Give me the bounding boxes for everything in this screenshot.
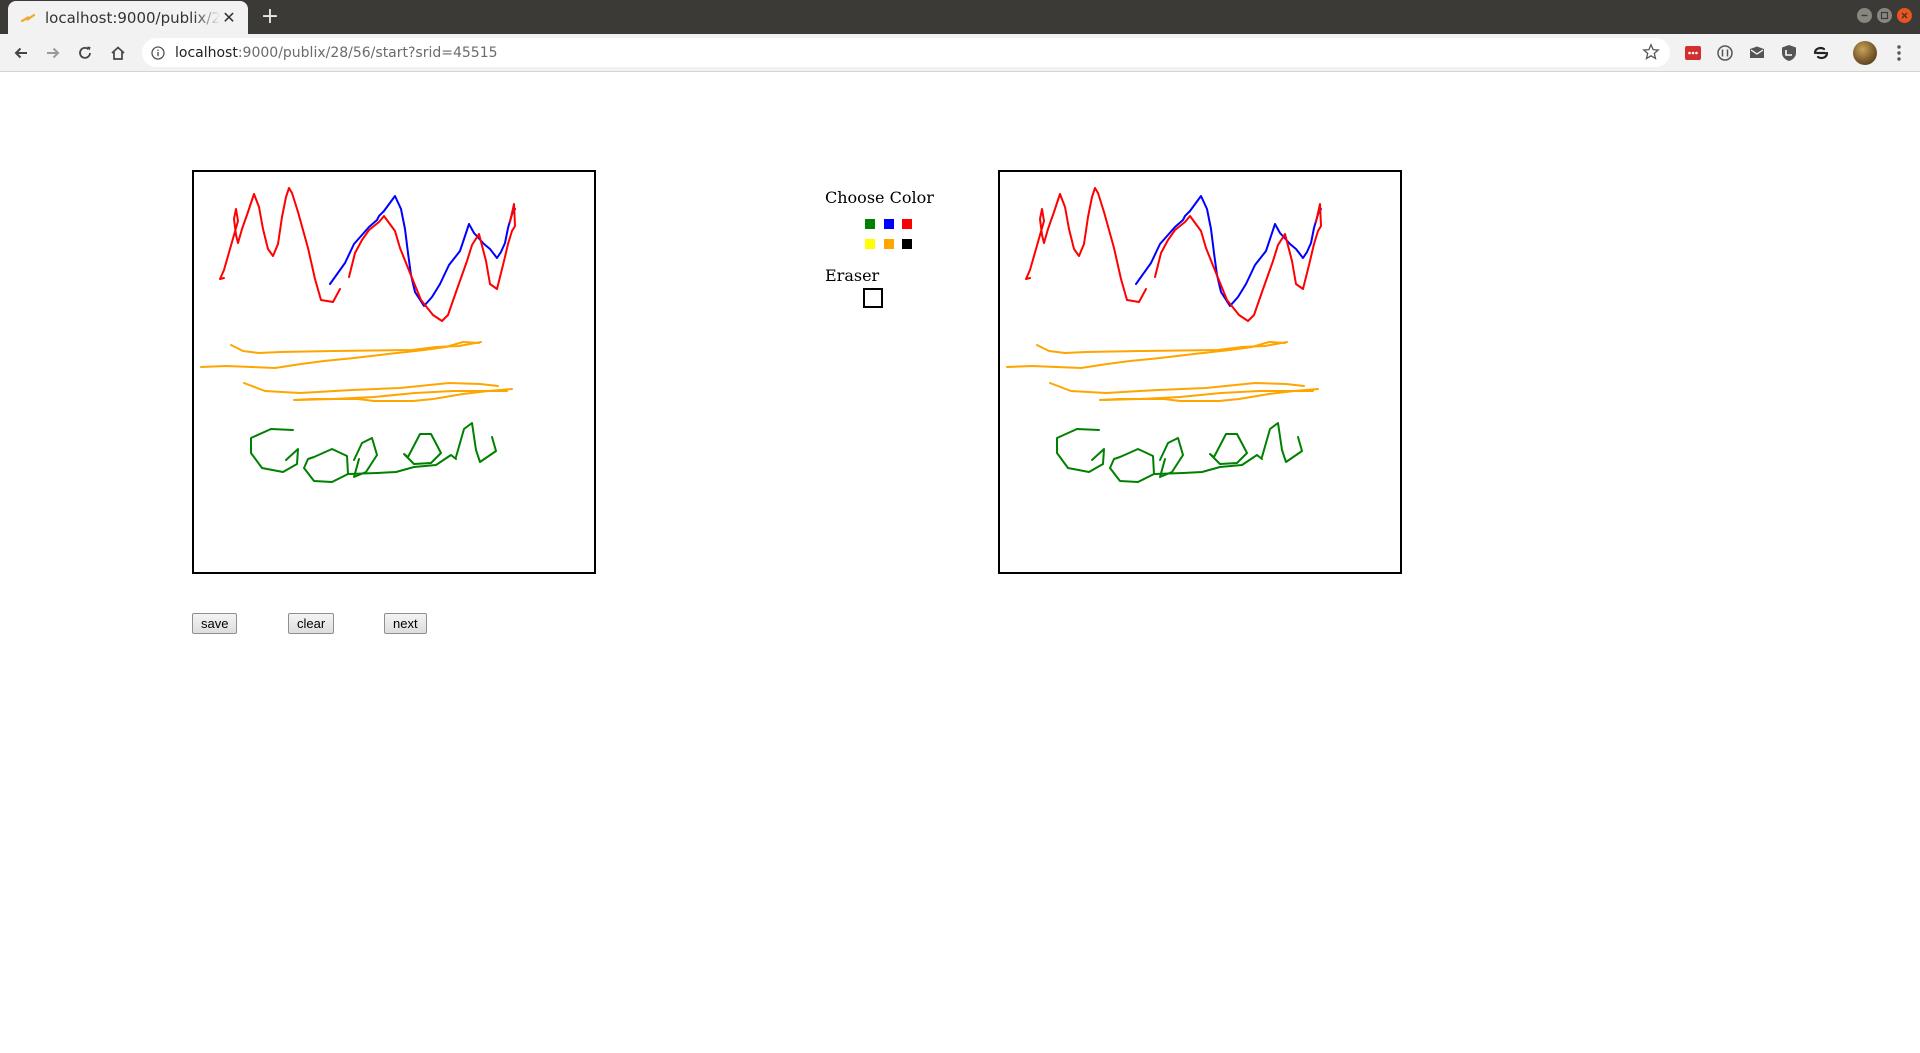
- url-host: localhost: [175, 44, 238, 61]
- browser-menu-icon[interactable]: [1888, 42, 1910, 64]
- stroke-10: [353, 437, 378, 478]
- maximize-window-icon[interactable]: [1877, 8, 1892, 23]
- browser-tab[interactable]: localhost:9000/publix/28/56/start?srid=4…: [8, 1, 248, 34]
- url-text: localhost:9000/publix/28/56/start?srid=4…: [175, 45, 498, 61]
- stroke-9: [303, 448, 349, 483]
- stroke-1: [329, 195, 516, 307]
- stroke-12: [1261, 422, 1303, 463]
- extension-red-icon[interactable]: [1682, 42, 1704, 64]
- color-swatch-green[interactable]: [865, 219, 875, 229]
- reload-icon[interactable]: [73, 41, 97, 65]
- stroke-12: [455, 422, 497, 463]
- stroke-0: [219, 187, 341, 303]
- stroke-13: [348, 454, 457, 475]
- profile-avatar[interactable]: [1853, 41, 1877, 65]
- tab-title: localhost:9000/publix/28/56/start?srid=4…: [45, 8, 220, 27]
- stroke-13: [1154, 454, 1263, 475]
- url-path: :9000/publix/28/56/start?srid=45515: [237, 44, 498, 61]
- eraser-button[interactable]: [863, 288, 883, 308]
- stroke-8: [1056, 428, 1105, 473]
- extension-shield-icon[interactable]: [1778, 42, 1800, 64]
- stroke-0: [1025, 187, 1147, 303]
- color-swatch-yellow[interactable]: [865, 239, 875, 249]
- stroke-2: [348, 203, 516, 322]
- extension-circle-icon[interactable]: [1714, 42, 1736, 64]
- drawing-canvas[interactable]: [192, 170, 596, 574]
- save-button[interactable]: save: [192, 613, 238, 634]
- next-button[interactable]: next: [384, 613, 427, 634]
- minimize-window-icon[interactable]: [1857, 8, 1872, 23]
- stroke-8: [250, 428, 299, 473]
- stroke-5: [1049, 382, 1305, 394]
- new-tab-icon[interactable]: +: [260, 4, 280, 29]
- bookmark-star-icon[interactable]: [1642, 43, 1660, 61]
- preview-canvas: [998, 170, 1402, 574]
- stroke-2: [1154, 203, 1322, 322]
- eraser-label: Eraser: [825, 266, 880, 285]
- back-arrow-icon[interactable]: [9, 41, 33, 65]
- stroke-9: [1109, 448, 1155, 483]
- stroke-4: [200, 341, 480, 369]
- extension-swirl-icon[interactable]: [1810, 42, 1832, 64]
- color-swatch-red[interactable]: [902, 219, 912, 229]
- site-info-icon[interactable]: [150, 45, 166, 61]
- extension-mail-icon[interactable]: [1746, 42, 1768, 64]
- color-swatch-blue[interactable]: [884, 219, 894, 229]
- stroke-7: [296, 390, 508, 401]
- stroke-11: [403, 433, 442, 465]
- stroke-5: [243, 382, 499, 394]
- stroke-1: [1135, 195, 1322, 307]
- preview-canvas-strokes: [1006, 187, 1322, 483]
- tab-close-icon[interactable]: ✕: [222, 7, 236, 27]
- choose-color-label: Choose Color: [825, 188, 934, 207]
- stroke-4: [1006, 341, 1286, 369]
- stroke-10: [1159, 437, 1184, 478]
- address-bar[interactable]: localhost:9000/publix/28/56/start?srid=4…: [142, 38, 1670, 67]
- forward-arrow-icon[interactable]: [41, 41, 65, 65]
- close-window-icon[interactable]: [1897, 8, 1912, 23]
- color-swatch-black[interactable]: [902, 239, 912, 249]
- jatos-favicon-icon: [20, 10, 36, 26]
- stroke-11: [1209, 433, 1248, 465]
- extension-icons: [1682, 42, 1832, 64]
- browser-titlebar: localhost:9000/publix/28/56/start?srid=4…: [0, 0, 1920, 34]
- stroke-7: [1102, 390, 1314, 401]
- clear-button[interactable]: clear: [288, 613, 335, 634]
- home-icon[interactable]: [106, 41, 130, 65]
- drawing-canvas-strokes: [200, 187, 516, 483]
- color-swatch-orange[interactable]: [884, 239, 894, 249]
- browser-toolbar: localhost:9000/publix/28/56/start?srid=4…: [0, 34, 1920, 72]
- window-controls: [1857, 8, 1912, 23]
